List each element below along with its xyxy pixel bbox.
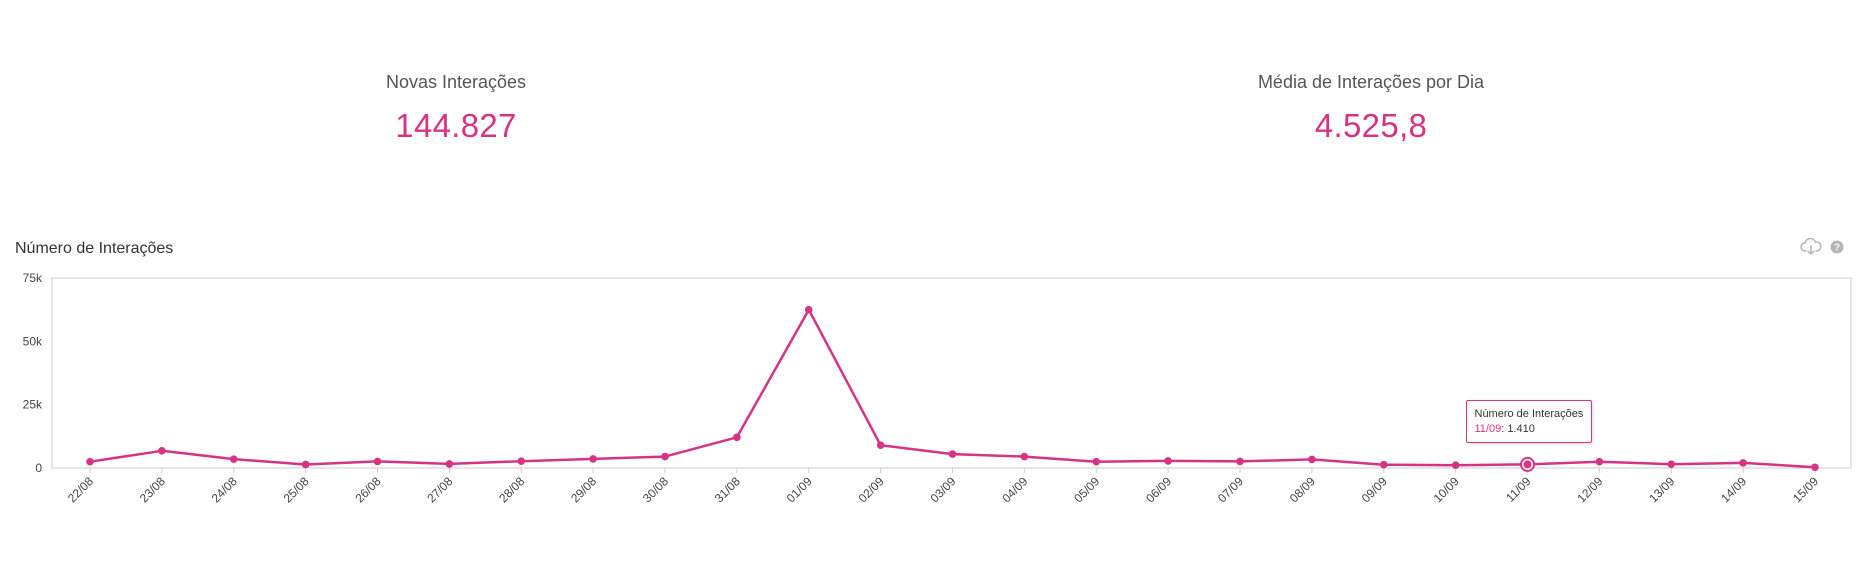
- kpi-label: Novas Interações: [385, 72, 527, 92]
- x-axis: 22/08 23/08 24/08 25/08 26/08 27/08 28/08 29/08…: [65, 468, 1821, 505]
- x-tick-label: 23/08: [137, 474, 168, 505]
- cloud-download-icon[interactable]: [1800, 238, 1822, 256]
- y-tick-label: 0: [35, 461, 42, 475]
- data-point[interactable]: [1236, 457, 1244, 466]
- chart-tooltip: Número de Interações 11/09: 1.410: [1465, 400, 1593, 444]
- y-axis: 0 25k 50k 75k: [23, 271, 43, 475]
- kpi-value: 144.827: [395, 107, 517, 144]
- tooltip-date: 11/09: [1474, 423, 1502, 436]
- x-tick-label: 02/09: [856, 474, 887, 505]
- data-point[interactable]: [229, 455, 238, 463]
- x-tick-label: 24/08: [209, 474, 240, 505]
- data-point[interactable]: [733, 433, 741, 442]
- data-point[interactable]: [948, 450, 957, 458]
- data-point[interactable]: [1739, 459, 1747, 467]
- data-point[interactable]: [158, 446, 166, 455]
- tooltip-value: 1.410: [1507, 423, 1535, 436]
- x-tick-label: 09/09: [1359, 474, 1390, 505]
- tooltip-series-name: Número de Interações: [1474, 408, 1584, 421]
- data-point[interactable]: [301, 460, 310, 469]
- chart-title: Número de Interações: [15, 240, 174, 257]
- x-tick-label: 14/09: [1718, 474, 1749, 505]
- plot-area: [51, 277, 1852, 469]
- x-tick-label: 06/09: [1143, 474, 1174, 505]
- x-tick-label: 25/08: [281, 474, 312, 505]
- data-point[interactable]: [661, 452, 669, 461]
- y-tick-label: 25k: [23, 398, 43, 412]
- x-tick-label: 31/08: [712, 474, 743, 505]
- x-tick-label: 03/09: [927, 474, 958, 505]
- kpi-value: 4.525,8: [1314, 107, 1428, 144]
- data-point[interactable]: [1164, 457, 1172, 465]
- x-tick-label: 11/09: [1503, 474, 1534, 505]
- data-point[interactable]: [876, 441, 885, 450]
- data-point[interactable]: [1451, 461, 1460, 470]
- kpi-avg-interactions-per-day: Média de Interações por Dia 4.525,8: [1171, 72, 1571, 145]
- help-circle-icon[interactable]: ?: [1830, 240, 1844, 254]
- data-point[interactable]: [1379, 460, 1388, 469]
- y-tick-label: 75k: [23, 271, 43, 285]
- x-tick-label: 01/09: [784, 474, 815, 505]
- chart-toolbar: ?: [1800, 238, 1844, 256]
- x-tick-label: 28/08: [496, 474, 527, 505]
- tooltip-separator: :: [1501, 423, 1508, 436]
- data-point[interactable]: [1092, 457, 1101, 466]
- data-point[interactable]: [445, 460, 454, 468]
- x-tick-label: 26/08: [352, 474, 383, 505]
- x-tick-label: 04/09: [999, 474, 1030, 505]
- data-point[interactable]: [1308, 455, 1316, 464]
- data-point[interactable]: [1667, 460, 1676, 469]
- data-point[interactable]: [1595, 457, 1604, 466]
- svg-text:?: ?: [1834, 243, 1840, 254]
- x-tick-label: 15/09: [1790, 474, 1821, 505]
- data-point[interactable]: [1523, 460, 1532, 469]
- tooltip-value-row: 11/09: 1.410: [1475, 423, 1584, 435]
- x-tick-label: 27/08: [424, 474, 455, 505]
- x-tick-label: 08/09: [1287, 474, 1318, 505]
- x-tick-label: 05/09: [1071, 474, 1102, 505]
- data-point[interactable]: [517, 457, 526, 465]
- data-point[interactable]: [589, 455, 597, 463]
- y-tick-label: 50k: [23, 334, 43, 348]
- data-point[interactable]: [86, 457, 94, 466]
- kpi-label: Média de Interações por Dia: [1257, 72, 1485, 92]
- data-point[interactable]: [1020, 452, 1029, 461]
- series-line: [89, 308, 1816, 469]
- x-tick-label: 29/08: [568, 474, 599, 505]
- x-tick-label: 30/08: [640, 474, 671, 505]
- data-point[interactable]: [804, 305, 813, 314]
- x-tick-label: 22/08: [65, 474, 96, 505]
- x-tick-label: 10/09: [1431, 474, 1462, 505]
- data-point[interactable]: [373, 457, 382, 466]
- kpi-new-interactions: Novas Interações 144.827: [256, 72, 656, 145]
- data-point[interactable]: [1811, 463, 1819, 472]
- x-tick-label: 13/09: [1646, 474, 1677, 505]
- x-tick-label: 12/09: [1574, 474, 1605, 505]
- x-tick-label: 07/09: [1215, 474, 1246, 505]
- data-points: [86, 305, 1819, 472]
